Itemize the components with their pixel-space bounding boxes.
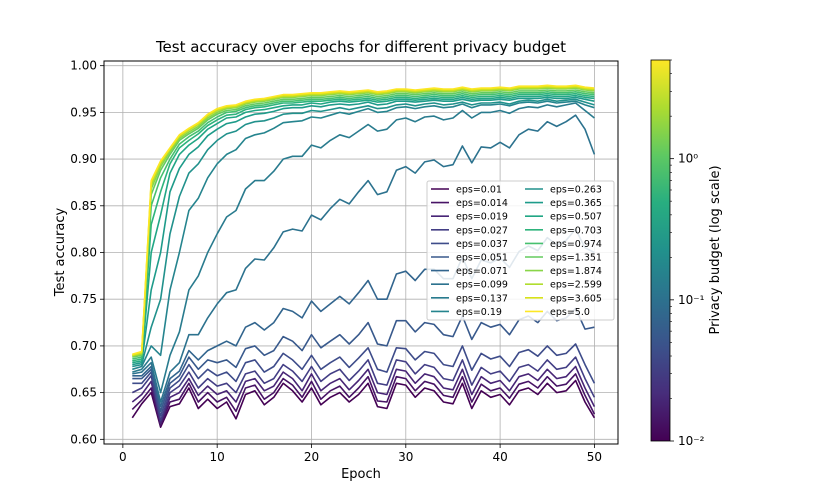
legend-label: eps=0.037	[456, 239, 508, 250]
legend-label: eps=0.974	[550, 239, 602, 250]
legend-label: eps=0.365	[550, 198, 602, 209]
x-tick-label: 30	[398, 450, 413, 464]
x-tick-label: 20	[304, 450, 319, 464]
colorbar-ticks: 10⁻² 10⁻¹ 10⁰	[670, 59, 705, 448]
legend-label: eps=0.099	[456, 280, 508, 291]
series-line-eps=0.051	[132, 307, 595, 413]
colorbar-gradient	[650, 59, 671, 442]
series-line-eps=0.01	[131, 379, 596, 429]
series-line-eps=0.263	[132, 98, 595, 368]
legend: eps=0.01 eps=0.014 eps=0.019 eps=0.027 eps=0…	[426, 180, 615, 321]
series-line-eps=0.137	[132, 102, 595, 394]
legend-label: eps=3.605	[550, 293, 602, 304]
series-line-eps=5.0	[132, 84, 595, 356]
y-tick-label: 0.95	[70, 105, 97, 119]
x-axis-ticks: 0 10 20 30 40 50	[119, 444, 602, 464]
y-tick-label: 0.75	[70, 292, 97, 306]
colorbar-tick-label: 10⁻¹	[678, 293, 705, 307]
legend-label: eps=0.014	[456, 198, 508, 209]
legend-label: eps=0.19	[456, 307, 502, 318]
x-tick-label: 50	[587, 450, 602, 464]
x-axis-label: Epoch	[341, 467, 381, 482]
series-line-eps=1.874	[132, 87, 595, 357]
series-line-eps=0.019	[131, 365, 596, 425]
y-axis-ticks: 0.60 0.65 0.70 0.75 0.80 0.85 0.90 0.95 1.00	[70, 59, 104, 446]
series-line-eps=0.014	[131, 373, 596, 427]
x-tick-label: 0	[119, 450, 127, 464]
legend-label: eps=5.0	[550, 307, 590, 318]
series-line-eps=0.365	[132, 96, 595, 366]
legend-label: eps=0.263	[550, 185, 602, 196]
legend-label: eps=0.137	[456, 293, 508, 304]
legend-box	[426, 180, 615, 321]
x-tick-label: 10	[210, 450, 225, 464]
legend-label: eps=2.599	[550, 280, 602, 291]
series-line-eps=0.027	[131, 356, 596, 422]
series-line-eps=0.703	[132, 92, 595, 362]
y-tick-label: 0.85	[70, 199, 97, 213]
y-tick-label: 0.60	[70, 432, 97, 446]
series-line-eps=0.19	[132, 100, 595, 371]
y-axis-label: Test accuracy	[53, 208, 68, 298]
legend-label: eps=0.703	[550, 225, 602, 236]
colorbar-label: Privacy budget (log scale)	[708, 165, 723, 334]
legend-label: eps=0.019	[456, 212, 508, 223]
legend-label: eps=0.071	[456, 266, 508, 277]
legend-label: eps=0.027	[456, 225, 508, 236]
legend-label: eps=0.01	[456, 185, 502, 196]
legend-label: eps=1.874	[550, 266, 602, 277]
series-line-eps=0.974	[132, 91, 595, 360]
series-line-eps=0.507	[132, 94, 595, 364]
x-tick-label: 40	[492, 450, 507, 464]
colorbar: 10⁻² 10⁻¹ 10⁰	[650, 59, 705, 448]
y-tick-label: 0.90	[70, 152, 97, 166]
y-tick-label: 0.70	[70, 339, 97, 353]
y-tick-label: 0.65	[70, 386, 97, 400]
series-line-eps=0.099	[132, 114, 596, 403]
y-tick-label: 0.80	[70, 246, 97, 260]
chart-title: Test accuracy over epochs for different …	[155, 38, 566, 56]
plot-area: 0 10 20 30 40 50 0.60 0.65 0.70 0.75 0.80 0.85 0.90…	[70, 59, 619, 464]
legend-label: eps=0.507	[550, 212, 602, 223]
legend-label: eps=0.051	[456, 253, 508, 264]
colorbar-tick-label: 10⁻²	[678, 434, 705, 448]
series-line-eps=3.605	[132, 85, 595, 357]
series-line-eps=0.037	[132, 343, 596, 417]
series-line-eps=1.351	[132, 89, 595, 358]
y-tick-label: 1.00	[70, 59, 97, 73]
colorbar-tick-label: 10⁰	[678, 152, 698, 166]
legend-label: eps=1.351	[550, 253, 602, 264]
